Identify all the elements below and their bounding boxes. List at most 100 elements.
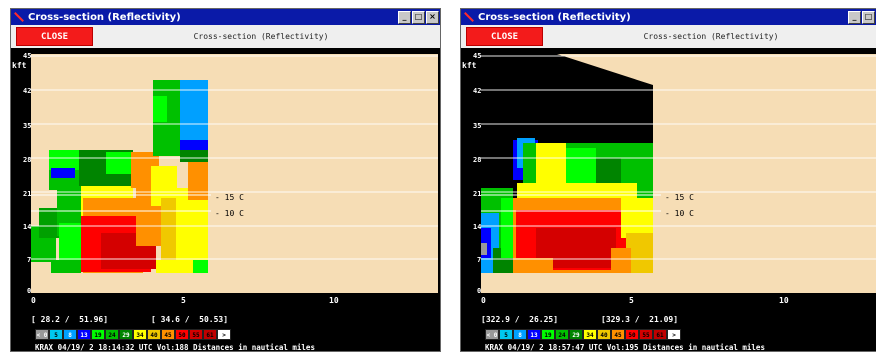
cell xyxy=(51,168,75,178)
y-tick-label: 21 xyxy=(23,190,31,198)
cell xyxy=(59,223,83,263)
reflectivity-canvas[interactable]: kft 45 42 35 28 21 14 7 0 - 15 C - 10 C xyxy=(461,48,876,293)
x-tick-label: 10 xyxy=(779,296,789,305)
title-bar[interactable]: Cross-section (Reflectivity) _ □ × xyxy=(11,9,440,25)
color-scale-swatch: 5 xyxy=(49,329,63,340)
y-tick-label: 7 xyxy=(27,256,31,264)
y-tick-label: 14 xyxy=(473,223,481,231)
y-tick-label: 7 xyxy=(477,256,481,264)
y-tick-label: 14 xyxy=(23,223,31,231)
close-button[interactable]: CLOSE xyxy=(16,27,93,46)
y-tick-label: 42 xyxy=(23,87,31,95)
cross-section-window-left: Cross-section (Reflectivity) _ □ × CLOSE… xyxy=(10,8,441,352)
cell xyxy=(188,160,208,200)
color-scale-swatch: 8 xyxy=(63,329,77,340)
y-tick-label: 21 xyxy=(473,190,481,198)
color-scale-swatch: 8 xyxy=(513,329,527,340)
y-tick-label: 42 xyxy=(473,87,481,95)
y-tick-label: 45 xyxy=(23,52,31,60)
color-scale-legend: < 0 5 8 13 19 24 29 34 40 45 50 55 61 > 65 xyxy=(35,329,231,350)
color-scale-swatch: 29 xyxy=(119,329,133,340)
window-close-icon[interactable]: × xyxy=(426,10,439,24)
plot-subtitle: Cross-section (Reflectivity) xyxy=(643,32,779,41)
color-scale-swatch: 19 xyxy=(541,329,555,340)
cell xyxy=(481,243,487,255)
start-coordinate: [ 28.2 / 51.96] xyxy=(31,315,109,324)
status-line: KRAX 04/19/ 2 18:14:32 UTC Vol:188 Dista… xyxy=(35,343,315,352)
color-scale-swatch: > 65 xyxy=(667,329,681,350)
temp-label-minus15: - 15 C xyxy=(665,193,694,202)
maximize-button[interactable]: □ xyxy=(412,10,425,24)
color-scale-swatch: 61 xyxy=(653,329,667,340)
info-panel: 0 5 10 [322.9 / 26.25] [329.3 / 21.09] <… xyxy=(461,293,876,352)
window-title: Cross-section (Reflectivity) xyxy=(28,11,181,23)
color-scale-swatch: 34 xyxy=(583,329,597,340)
x-tick-label: 0 xyxy=(481,296,486,305)
color-scale-swatch: 61 xyxy=(203,329,217,340)
x-tick-label: 10 xyxy=(329,296,339,305)
color-scale-swatch: 29 xyxy=(569,329,583,340)
color-scale-swatch: 34 xyxy=(133,329,147,340)
cell xyxy=(39,208,59,238)
cross-section-window-right: Cross-section (Reflectivity) _ □ × CLOSE… xyxy=(460,8,876,352)
color-scale-swatch: 50 xyxy=(175,329,189,340)
color-scale-swatch: 45 xyxy=(161,329,175,340)
y-tick-label: 28 xyxy=(23,156,31,164)
color-scale-swatch: > 65 xyxy=(217,329,231,350)
cell xyxy=(566,148,596,183)
y-axis: kft 45 42 35 28 21 14 7 0 xyxy=(462,52,481,293)
color-scale-swatch: 45 xyxy=(611,329,625,340)
app-icon xyxy=(14,12,24,22)
reflectivity-canvas[interactable]: kft 45 42 35 28 21 14 7 0 - 15 C - 10 C xyxy=(11,48,440,293)
color-scale-swatch: 19 xyxy=(91,329,105,340)
temp-label-minus10: - 10 C xyxy=(215,209,244,218)
x-tick-label: 5 xyxy=(181,296,186,305)
window-title: Cross-section (Reflectivity) xyxy=(478,11,631,23)
x-tick-label: 0 xyxy=(31,296,36,305)
title-bar[interactable]: Cross-section (Reflectivity) _ □ × xyxy=(461,9,876,25)
cell xyxy=(49,150,79,170)
color-scale-swatch: 50 xyxy=(625,329,639,340)
color-scale-swatch: 40 xyxy=(147,329,161,340)
cell xyxy=(51,260,81,273)
x-tick-label: 5 xyxy=(629,296,634,305)
y-axis-unit: kft xyxy=(12,61,27,70)
color-scale-swatch: 40 xyxy=(597,329,611,340)
reflectivity-cells xyxy=(31,80,208,273)
cell xyxy=(611,248,631,273)
color-scale-swatch: < 0 xyxy=(35,329,49,340)
end-coordinate: [329.3 / 21.09] xyxy=(601,315,679,324)
minimize-button[interactable]: _ xyxy=(398,10,411,24)
temp-label-minus15: - 15 C xyxy=(215,193,244,202)
y-tick-label: 28 xyxy=(473,156,481,164)
cell xyxy=(621,198,653,238)
y-tick-label: 0 xyxy=(477,287,481,293)
close-button[interactable]: CLOSE xyxy=(466,27,543,46)
cell xyxy=(180,80,208,140)
status-line: KRAX 04/19/ 2 18:57:47 UTC Vol:195 Dista… xyxy=(485,343,765,352)
color-scale-swatch: 5 xyxy=(499,329,513,340)
start-coordinate: [322.9 / 26.25] xyxy=(481,315,559,324)
color-scale-legend: < 0 5 8 13 19 24 29 34 40 45 50 55 61 > 65 xyxy=(485,329,681,350)
plot-subtitle: Cross-section (Reflectivity) xyxy=(193,32,329,41)
cell xyxy=(193,260,208,273)
y-tick-label: 45 xyxy=(473,52,481,60)
color-scale-swatch: < 0 xyxy=(485,329,499,340)
minimize-button[interactable]: _ xyxy=(848,10,861,24)
y-tick-label: 35 xyxy=(23,122,31,130)
color-scale-swatch: 13 xyxy=(77,329,91,340)
app-icon xyxy=(464,12,474,22)
cell xyxy=(106,152,131,174)
maximize-button[interactable]: □ xyxy=(862,10,875,24)
y-tick-label: 0 xyxy=(27,287,31,293)
horizontal-gridlines xyxy=(481,55,876,260)
y-axis: kft 45 42 35 28 21 14 7 0 xyxy=(12,52,31,293)
cell xyxy=(513,258,553,273)
cell xyxy=(153,96,167,122)
toolbar: CLOSE Cross-section (Reflectivity) xyxy=(11,25,440,48)
reflectivity-plot[interactable]: kft 45 42 35 28 21 14 7 0 - 15 C - 10 C xyxy=(461,48,876,293)
color-scale-swatch: 55 xyxy=(189,329,203,340)
cell xyxy=(156,260,193,273)
end-coordinate: [ 34.6 / 50.53] xyxy=(151,315,229,324)
reflectivity-plot[interactable]: kft 45 42 35 28 21 14 7 0 - 15 C - 10 C xyxy=(11,48,440,293)
